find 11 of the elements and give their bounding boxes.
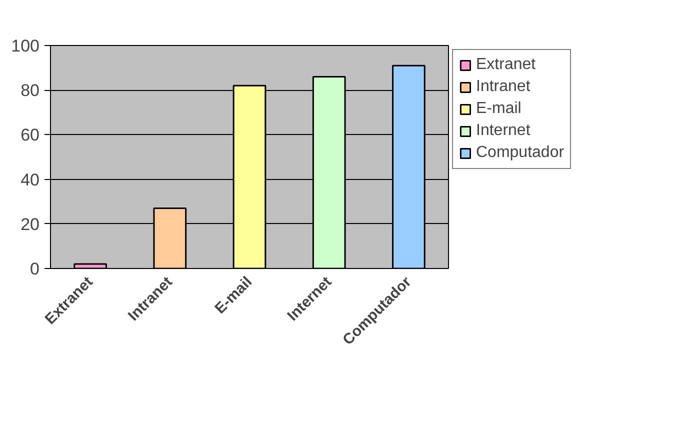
legend-label: E-mail — [476, 100, 522, 118]
legend-label: Intranet — [476, 78, 530, 96]
y-tick-label: 100 — [11, 36, 40, 56]
y-tick-label: 80 — [20, 81, 40, 100]
y-tick-label: 40 — [20, 170, 40, 190]
y-tick-label: 60 — [20, 126, 40, 145]
y-tick-label: 0 — [30, 260, 40, 278]
legend-label: Extranet — [476, 56, 536, 74]
y-tick-label: 20 — [20, 214, 40, 234]
legend-label: Computador — [476, 144, 564, 162]
legend-label: Internet — [476, 122, 530, 140]
